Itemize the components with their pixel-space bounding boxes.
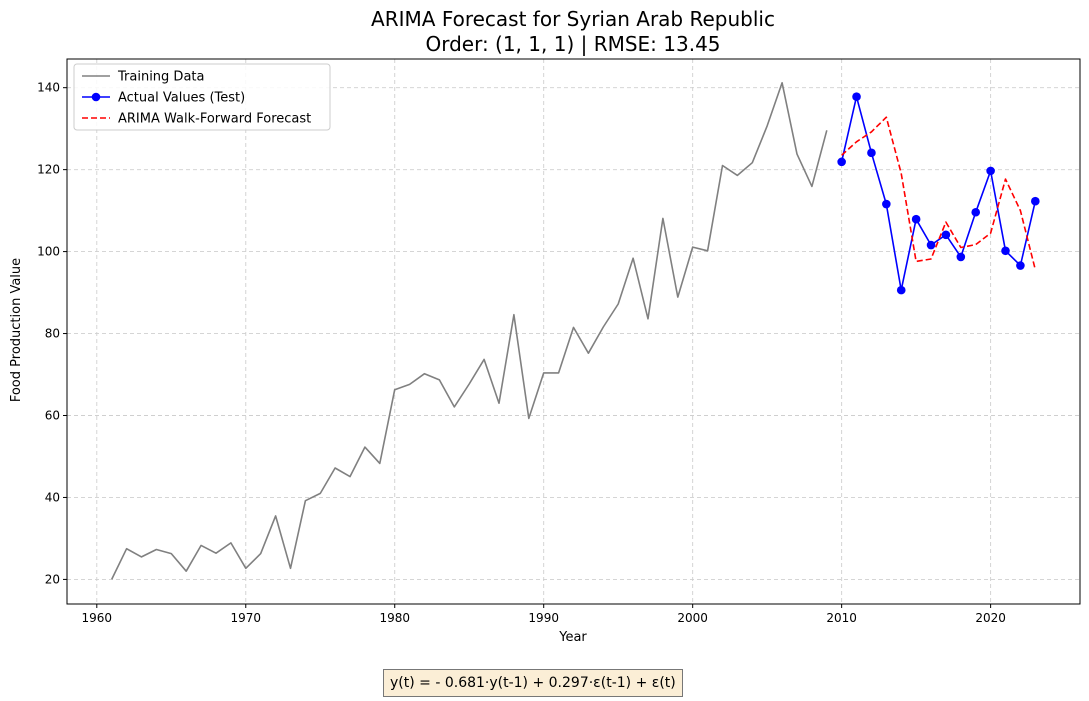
data-point [926, 240, 936, 250]
data-point [1001, 246, 1010, 256]
data-point [956, 252, 966, 262]
y-tick-label: 20 [45, 572, 60, 586]
series-line-2 [841, 116, 1037, 270]
legend-label: Actual Values (Test) [118, 91, 245, 106]
y-tick-label: 80 [45, 327, 60, 341]
arima-forecast-chart: ARIMA Forecast for Syrian Arab Republic … [9, 7, 1081, 645]
chart-subtitle: Order: (1, 1, 1) | RMSE: 13.45 [425, 32, 720, 56]
y-tick-label: 100 [37, 245, 60, 259]
y-tick-label: 140 [37, 81, 60, 95]
data-point [882, 199, 891, 209]
data-point [941, 230, 951, 240]
series-line-0 [110, 82, 828, 580]
data-point [1031, 196, 1040, 206]
series-line-1 [840, 95, 1037, 291]
data-point [852, 92, 861, 101]
y-tick-label: 60 [45, 409, 60, 423]
grid [67, 59, 1080, 604]
y-axis-label: Food Production Value [9, 258, 24, 402]
y-tick-label: 40 [45, 490, 60, 504]
legend-label: ARIMA Walk-Forward Forecast [118, 112, 311, 127]
legend-box [73, 63, 331, 131]
model-formula-box: y(t) = - 0.681·y(t-1) + 0.297·ε(t-1) + ε… [383, 669, 683, 697]
chart-title: ARIMA Forecast for Syrian Arab Republic [371, 7, 775, 31]
x-tick-label: 1990 [528, 611, 559, 625]
plot-frame [66, 58, 1081, 605]
data-point [986, 166, 995, 176]
axis-ticks: 1960 1970 1980 1990 2000 2010 2020204060801001… [37, 81, 1006, 625]
x-tick-label: 2010 [826, 611, 857, 625]
data-point [896, 285, 906, 295]
x-axis-label: Year [558, 630, 587, 645]
data-point [911, 214, 921, 224]
data-point [1016, 261, 1025, 270]
model-formula: y(t) = - 0.681·y(t-1) + 0.297·ε(t-1) + ε… [390, 675, 676, 691]
legend-label: Training Data [117, 70, 204, 85]
x-tick-label: 1980 [379, 611, 410, 625]
data-point [867, 148, 876, 158]
x-tick-label: 2020 [975, 611, 1006, 625]
data-point [837, 157, 846, 167]
legend: Training Data Actual Values (Test) ARIMA W… [73, 63, 331, 131]
data-point [971, 207, 981, 217]
y-tick-label: 120 [37, 163, 60, 177]
series-layer [110, 82, 1040, 580]
legend-marker [91, 92, 101, 102]
x-tick-label: 1970 [230, 611, 261, 625]
x-tick-label: 1960 [82, 611, 113, 625]
x-tick-label: 2000 [677, 611, 708, 625]
